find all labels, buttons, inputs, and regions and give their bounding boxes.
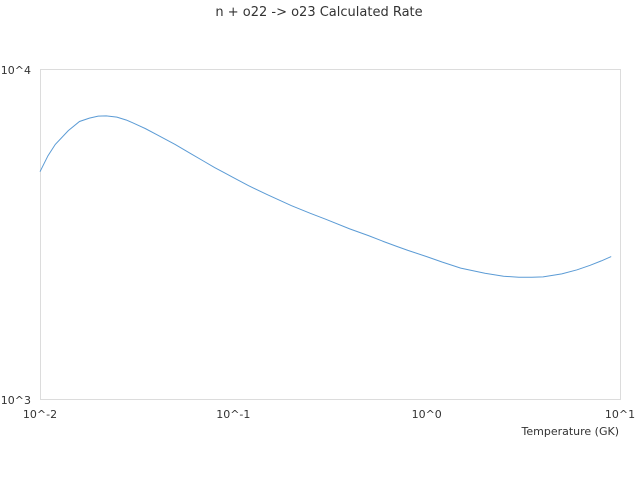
- y-axis-ticks: 10^3 10^4: [1, 64, 31, 407]
- x-tick-label: 10^1: [605, 408, 635, 421]
- x-axis-ticks: 10^-2 10^-1 10^0 10^1: [23, 408, 635, 421]
- y-tick-label: 10^3: [1, 394, 31, 407]
- x-axis-label: Temperature (GK): [521, 425, 620, 438]
- series-line-0: [39, 115, 612, 278]
- plot-area-frame: [40, 69, 621, 400]
- x-tick-label: 10^-2: [23, 408, 57, 421]
- chart-title: n + o22 -> o23 Calculated Rate: [215, 5, 422, 20]
- x-tick-label: 10^0: [412, 408, 442, 421]
- x-tick-label: 10^-1: [216, 408, 250, 421]
- y-tick-label: 10^4: [1, 64, 31, 77]
- series-layer: [39, 115, 612, 278]
